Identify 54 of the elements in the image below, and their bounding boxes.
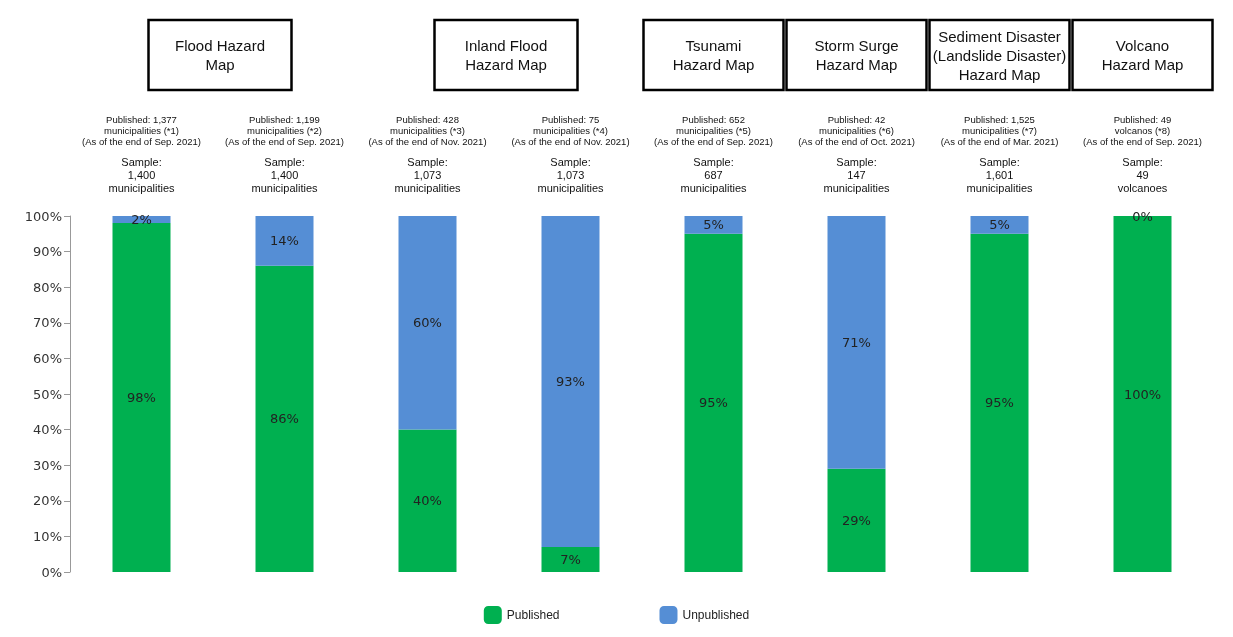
y-tick-label: 30% <box>33 457 62 473</box>
bar <box>255 265 314 572</box>
bar <box>684 233 743 572</box>
bar <box>112 223 171 572</box>
data-label: 29% <box>842 512 871 528</box>
text: Volcano Hazard Map <box>1101 37 1184 73</box>
data-label: 71% <box>842 334 871 350</box>
data-label: 5% <box>989 217 1010 233</box>
data-label: 93% <box>556 374 585 390</box>
x-tick-label: Published: 49 volcanos (*8) (As of the end of Sep. 2021) Sample: 49 volcanoes <box>1083 114 1202 194</box>
x-tick-label: Published: 428 municipalities (*3) (As of the end of Nov. 2021) Sample: 1,073 municipalities <box>368 114 487 194</box>
text: Storm Surge Hazard Map <box>814 37 899 73</box>
bar <box>827 468 886 572</box>
bar <box>970 233 1029 572</box>
data-label: 14% <box>270 233 299 249</box>
text: Flood Hazard Map <box>174 37 266 73</box>
y-tick-label: 40% <box>33 422 62 438</box>
y-tick-label: 0% <box>41 564 62 580</box>
y-tick-label: 50% <box>33 386 62 402</box>
data-label: 5% <box>703 217 724 233</box>
data-label: 40% <box>413 493 442 509</box>
legend-label: Published <box>506 608 560 622</box>
y-tick-label: 80% <box>33 279 62 295</box>
text: Inland Flood Hazard Map <box>464 37 548 73</box>
data-label: 7% <box>560 552 581 568</box>
x-tick-label: Published: 1,199 municipalities (*2) (As of the end of Sep. 2021) Sample: 1,400 municipalities <box>225 114 344 194</box>
bar <box>398 216 457 430</box>
text: Sediment Disaster (Landslide Disaster) Hazard Map <box>932 27 1067 83</box>
y-tick-label: 10% <box>33 528 62 544</box>
y-tick-label: 20% <box>33 493 62 509</box>
bar <box>541 547 600 572</box>
data-label: 100% <box>1123 386 1162 402</box>
data-label: 60% <box>413 315 442 331</box>
data-label: 86% <box>270 411 299 427</box>
bar <box>970 216 1029 234</box>
data-label: 95% <box>699 395 728 411</box>
data-label: 98% <box>127 390 156 406</box>
bar <box>255 216 314 266</box>
bar <box>827 216 886 469</box>
y-tick-label: 100% <box>24 208 62 224</box>
x-tick-label: Published: 1,377 municipalities (*1) (As of the end of Sep. 2021) Sample: 1,400 municipalities <box>82 114 201 194</box>
legend-label: Unpublished <box>682 608 750 622</box>
text: Tsunami Hazard Map <box>672 37 755 73</box>
bar <box>541 216 600 548</box>
y-tick-label: 60% <box>33 350 62 366</box>
bar <box>684 216 743 234</box>
y-tick-label: 70% <box>33 315 62 331</box>
x-tick-label: Published: 652 municipalities (*5) (As of the end of Sep. 2021) Sample: 687 municipalities <box>654 114 773 194</box>
data-label: 95% <box>985 395 1014 411</box>
x-tick-label: Published: 1,525 municipalities (*7) (As of the end of Mar. 2021) Sample: 1,601 municipalities <box>940 114 1059 194</box>
bar <box>398 429 457 572</box>
x-tick-label: Published: 42 municipalities (*6) (As of the end of Oct. 2021) Sample: 147 municipalities <box>798 114 915 194</box>
x-tick-label: Published: 75 municipalities (*4) (As of the end of Nov. 2021) Sample: 1,073 municipalities <box>511 114 630 194</box>
y-tick-label: 90% <box>33 244 62 260</box>
